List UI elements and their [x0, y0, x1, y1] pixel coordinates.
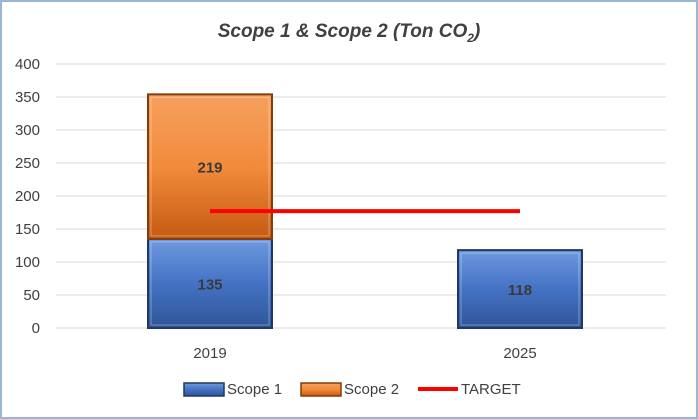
x-axis-ticks: 2019 2025: [193, 345, 536, 362]
bar-bevel: [150, 96, 270, 237]
legend-label-scope-1: Scope 1: [227, 381, 282, 398]
bar-scope-1-2019: [147, 237, 273, 329]
legend-label-target: TARGET: [461, 381, 521, 398]
bar-bevel: [460, 252, 580, 326]
y-tick-label: 200: [15, 188, 40, 205]
data-label: 219: [197, 160, 222, 177]
y-tick-label: 150: [15, 221, 40, 238]
chart-title: Scope 1 & Scope 2 (Ton CO2): [218, 21, 481, 45]
x-tick-label: 2025: [503, 345, 536, 362]
y-tick-label: 350: [15, 89, 40, 106]
y-tick-label: 400: [15, 56, 40, 73]
y-tick-label: 250: [15, 155, 40, 172]
y-tick-label: 100: [15, 254, 40, 271]
bar-bevel: [150, 241, 270, 326]
legend: Scope 1 Scope 2 TARGET: [183, 381, 521, 398]
y-tick-label: 50: [23, 287, 40, 304]
data-label: 118: [508, 282, 532, 299]
bar-scope-2-2019: [147, 93, 273, 240]
legend-swatch-scope-2: [300, 382, 342, 397]
y-tick-label: 0: [32, 320, 40, 337]
legend-label-scope-2: Scope 2: [344, 381, 399, 398]
bar-scope-1-2025: [457, 249, 583, 329]
x-tick-label: 2019: [193, 345, 226, 362]
legend-swatch-scope-1: [183, 382, 225, 397]
y-axis-ticks: 0 50 100 150 200 250 300 350 400: [15, 56, 40, 337]
bars: 135 219 118: [147, 93, 583, 329]
data-label: 135: [197, 276, 222, 293]
y-tick-label: 300: [15, 122, 40, 139]
